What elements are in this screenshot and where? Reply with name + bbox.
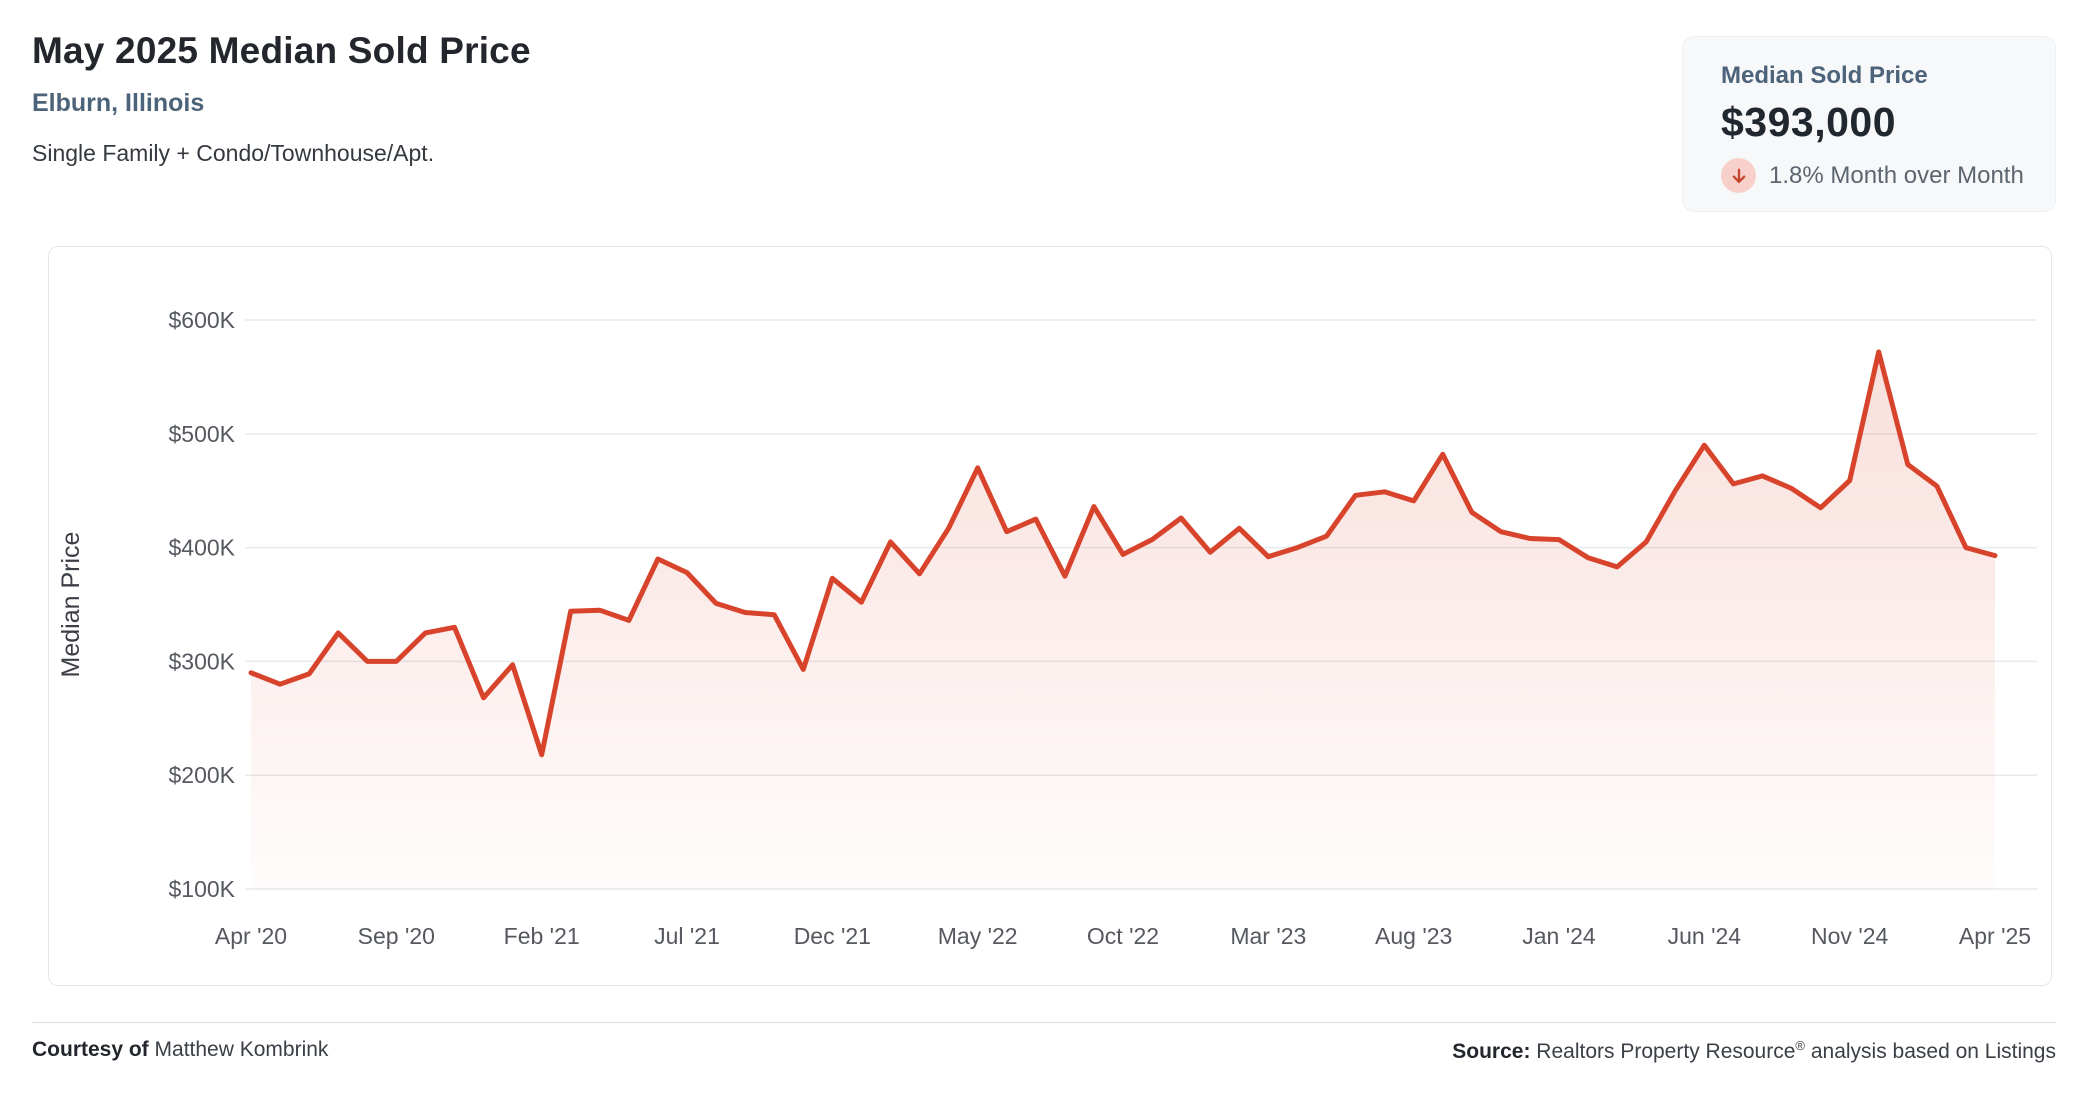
y-tick-label: $100K bbox=[168, 876, 235, 902]
area-fill bbox=[251, 351, 1995, 889]
y-tick-label: $400K bbox=[168, 535, 235, 561]
source-label: Source: bbox=[1452, 1040, 1531, 1063]
median-price-area-chart: $600K $500K $400K $300K $200K $100K Median Pri… bbox=[57, 307, 2037, 949]
stat-card-change-text: 1.8% Month over Month bbox=[1769, 161, 2024, 189]
location-subtitle: Elburn, Illinois bbox=[32, 89, 205, 117]
footer-divider bbox=[32, 1022, 2056, 1023]
source-name: Realtors Property Resource bbox=[1536, 1040, 1796, 1063]
report-header: May 2025 Median Sold Price Elburn, Illin… bbox=[32, 30, 531, 167]
x-tick-label: Nov '24 bbox=[1811, 923, 1888, 949]
median-price-line bbox=[248, 349, 1998, 758]
x-tick-label: Jan '24 bbox=[1522, 923, 1596, 949]
x-tick-label: Dec '21 bbox=[794, 923, 871, 949]
courtesy-text: Courtesy of Matthew Kombrink bbox=[32, 1038, 328, 1062]
page-title: May 2025 Median Sold Price bbox=[32, 30, 531, 71]
y-axis-title: Median Price bbox=[57, 532, 85, 678]
stat-card-change-row: 1.8% Month over Month bbox=[1721, 158, 2035, 193]
x-tick-label: May '22 bbox=[938, 923, 1018, 949]
x-tick-label: Apr '20 bbox=[215, 923, 287, 949]
y-tick-label: $500K bbox=[168, 421, 235, 447]
chart-panel: $600K $500K $400K $300K $200K $100K Median Pri… bbox=[48, 246, 2052, 986]
x-tick-label: Oct '22 bbox=[1087, 923, 1159, 949]
down-arrow-icon bbox=[1721, 158, 1756, 193]
y-tick-label: $200K bbox=[168, 762, 235, 788]
source-suffix: analysis based on Listings bbox=[1805, 1040, 2056, 1063]
property-types-subtitle: Single Family + Condo/Townhouse/Apt. bbox=[32, 140, 435, 166]
x-tick-label: Mar '23 bbox=[1230, 923, 1306, 949]
median-sold-price-card: Median Sold Price $393,000 1.8% Month ov… bbox=[1682, 36, 2056, 212]
x-tick-label: Sep '20 bbox=[358, 923, 435, 949]
stat-card-label: Median Sold Price bbox=[1721, 62, 1928, 89]
x-tick-label: Jul '21 bbox=[654, 923, 720, 949]
x-tick-label: Jun '24 bbox=[1668, 923, 1742, 949]
x-tick-label: Aug '23 bbox=[1375, 923, 1452, 949]
stat-card-value: $393,000 bbox=[1721, 99, 1897, 145]
y-tick-label: $300K bbox=[168, 648, 235, 674]
x-tick-label: Feb '21 bbox=[504, 923, 580, 949]
courtesy-label: Courtesy of bbox=[32, 1038, 149, 1061]
x-tick-label: Apr '25 bbox=[1959, 923, 2031, 949]
source-text: Source: Realtors Property Resource® anal… bbox=[1452, 1038, 2056, 1064]
registered-trademark-symbol: ® bbox=[1795, 1038, 1805, 1053]
courtesy-name: Matthew Kombrink bbox=[154, 1038, 329, 1061]
y-tick-label: $600K bbox=[168, 307, 235, 333]
